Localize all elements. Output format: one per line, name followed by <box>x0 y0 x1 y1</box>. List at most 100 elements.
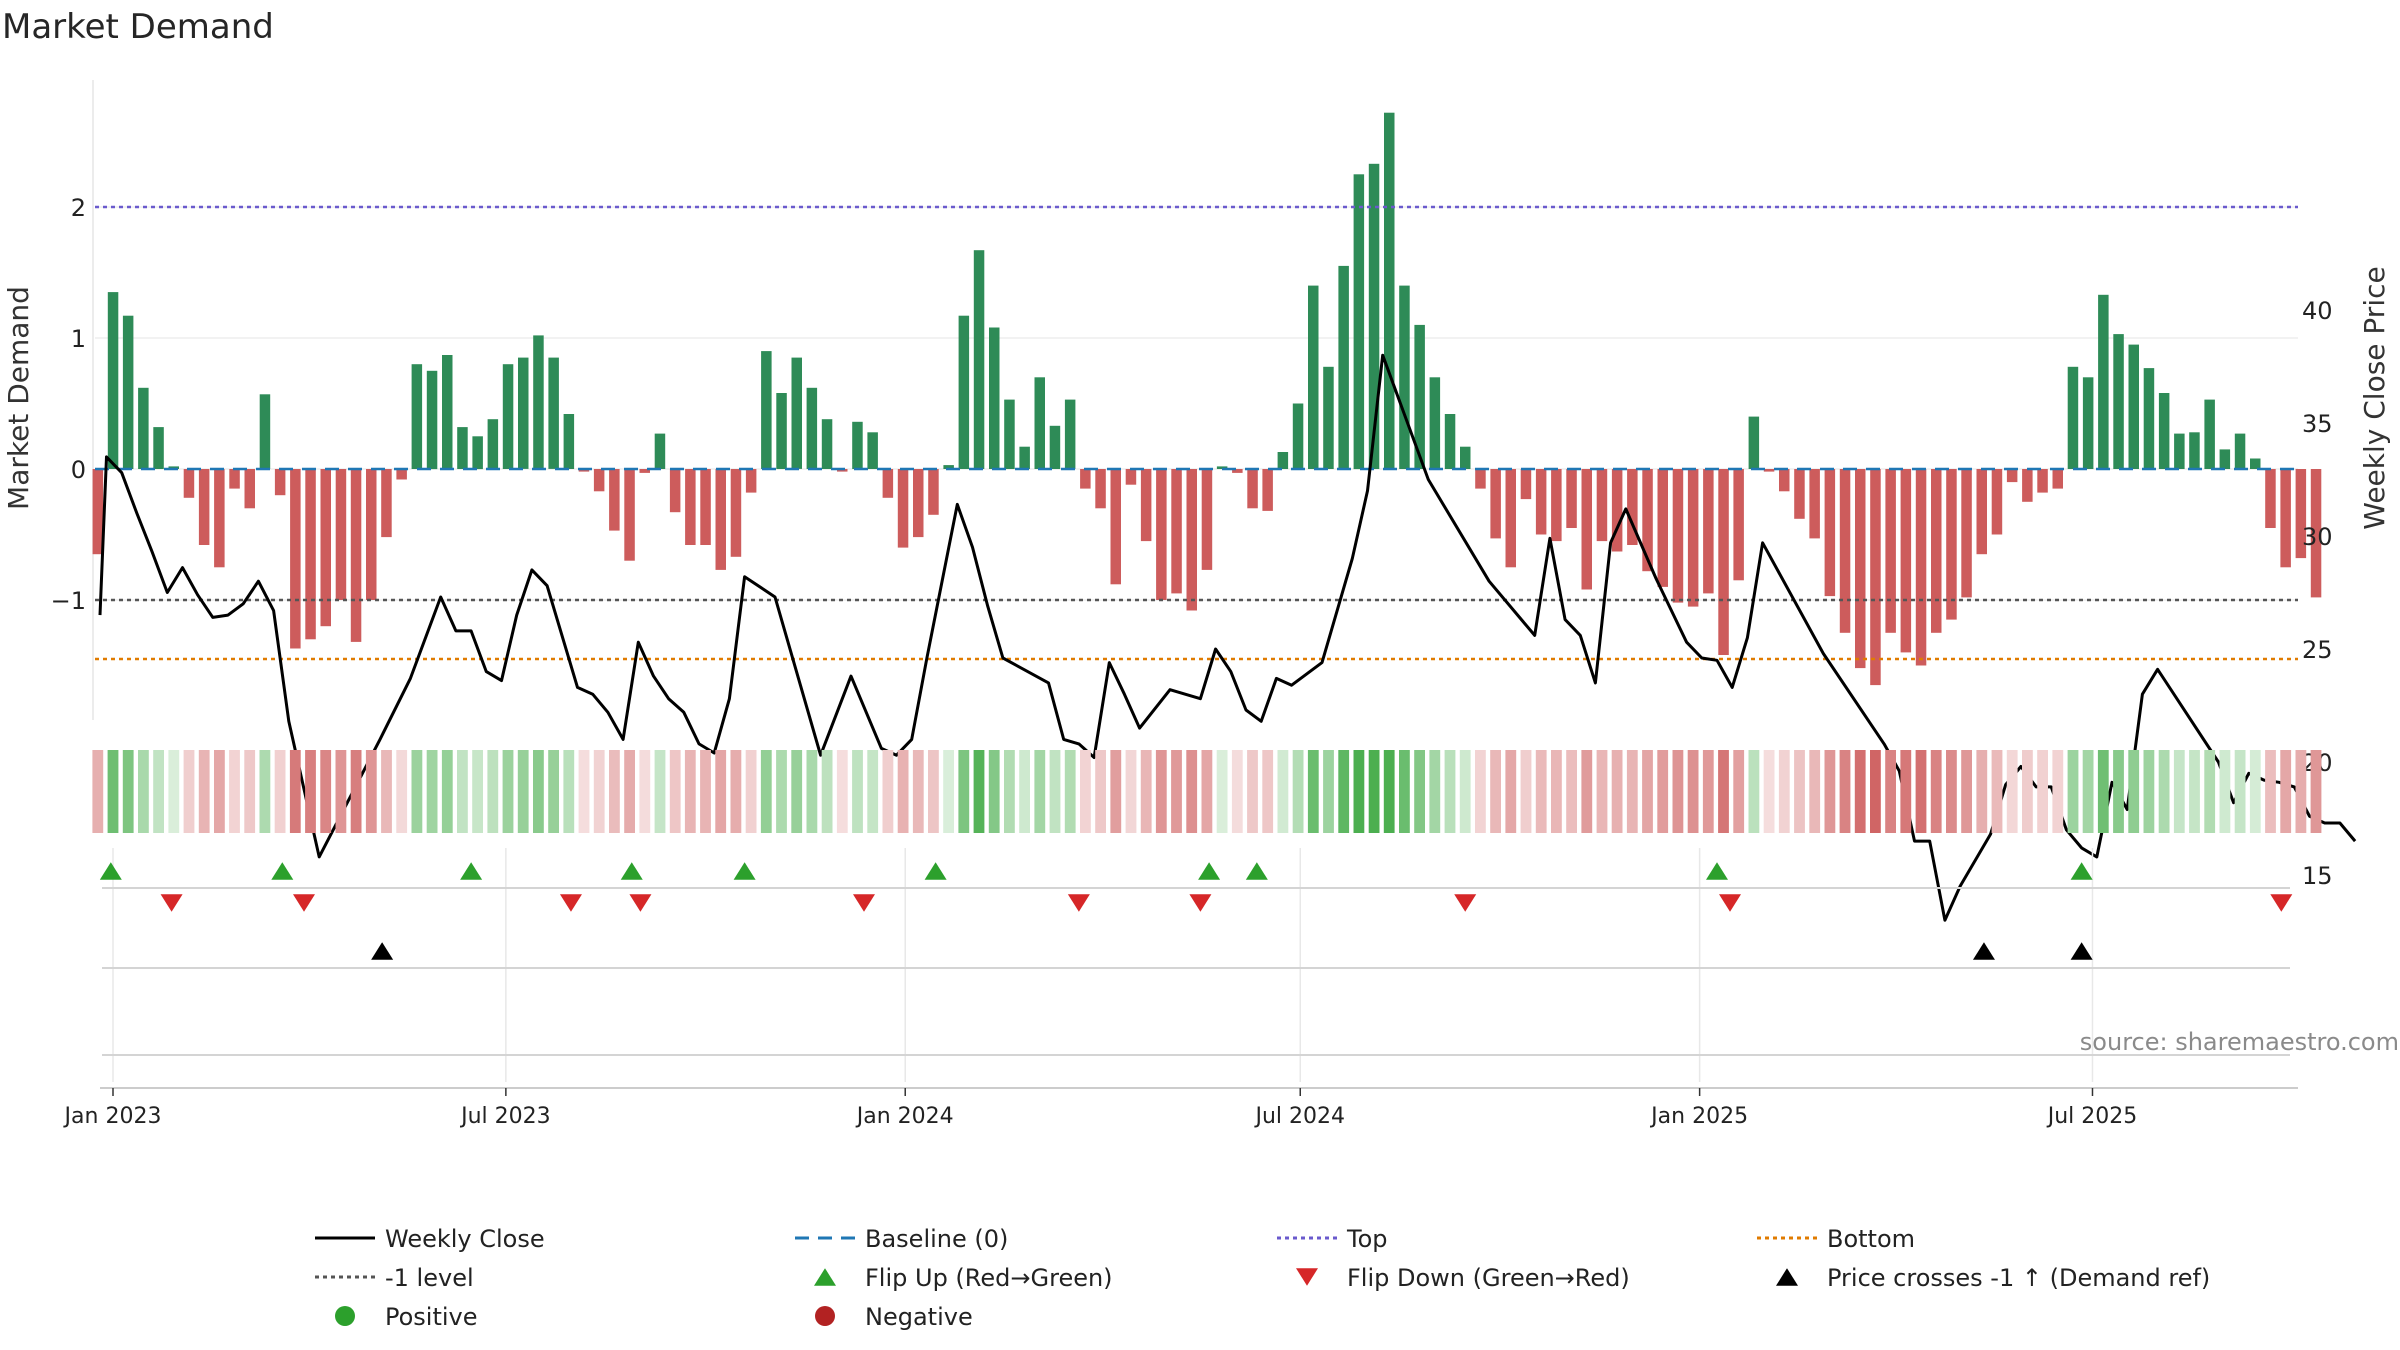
heat-cell <box>1596 750 1608 833</box>
price-cross-marker <box>1972 942 1995 960</box>
heat-cell <box>2128 750 2140 833</box>
heat-cell <box>1323 750 1334 833</box>
flip-down-marker <box>852 894 875 912</box>
bar-positive <box>1308 285 1319 469</box>
heat-cell <box>1292 750 1304 833</box>
bar-positive <box>533 335 544 469</box>
bar-negative <box>1779 469 1790 492</box>
legend-label: Positive <box>385 1303 478 1331</box>
heat-cell <box>2265 750 2276 833</box>
bar-negative <box>1627 469 1638 545</box>
flip-up-marker <box>620 862 643 880</box>
legend-label: Weekly Close <box>385 1225 545 1253</box>
heat-cell <box>289 750 301 833</box>
heat-cell <box>198 750 210 833</box>
y-tick-left: 2 <box>71 194 86 222</box>
heat-cell <box>943 750 954 833</box>
bar-negative <box>1824 469 1836 597</box>
heat-cell <box>654 750 666 833</box>
y-axis-label-right: Weekly Close Price <box>2358 266 2391 529</box>
bar-negative <box>1490 469 1501 539</box>
heat-cell <box>791 750 803 833</box>
flip-up-marker <box>99 862 122 880</box>
heat-cell <box>1611 750 1623 833</box>
bar-positive <box>2143 368 2155 469</box>
bar-negative <box>2265 469 2276 528</box>
bar-positive <box>2098 294 2109 469</box>
bar-negative <box>198 469 210 545</box>
heat-cell <box>1885 750 1896 833</box>
flip-down-marker <box>1454 894 1477 912</box>
heat-cell <box>1475 750 1486 833</box>
heat-cell <box>1733 750 1745 833</box>
legend-item: Flip Down (Green→Red) <box>1296 1264 1630 1292</box>
heat-cell <box>1915 750 1927 833</box>
heat-cell <box>2082 750 2094 833</box>
legend-swatch-triangle-up <box>814 1268 836 1286</box>
heat-cell <box>1019 750 1030 833</box>
heat-cell <box>320 750 332 833</box>
legend-item: Price crosses -1 ↑ (Demand ref) <box>1776 1264 2210 1292</box>
heat-cell <box>1140 750 1152 833</box>
bar-positive <box>2234 433 2246 469</box>
demand-bars <box>92 112 2322 686</box>
heat-cell <box>2022 750 2033 833</box>
heat-cell <box>1763 750 1775 833</box>
bar-negative <box>1095 469 1106 509</box>
bar-negative <box>1596 469 1608 542</box>
bar-negative <box>214 469 225 568</box>
bar-positive <box>1034 377 1045 469</box>
heat-cell <box>897 750 909 833</box>
heat-cell <box>1626 750 1638 833</box>
heat-cell <box>912 750 924 833</box>
heat-cell <box>1702 750 1714 833</box>
heat-cell <box>1459 750 1471 833</box>
bar-negative <box>593 469 605 492</box>
bar-negative <box>1976 469 1987 555</box>
bar-negative <box>1125 469 1137 485</box>
y-tick-right: 25 <box>2302 636 2333 664</box>
flip-down-marker <box>1067 894 1090 912</box>
bar-negative <box>1080 469 1091 489</box>
heat-cell <box>1049 750 1061 833</box>
bar-negative <box>1140 469 1152 542</box>
heat-cell <box>1718 750 1729 833</box>
heat-cell <box>259 750 271 833</box>
bar-negative <box>92 469 104 555</box>
bar-positive <box>2189 432 2200 469</box>
heat-cell <box>639 750 651 833</box>
heat-cell <box>1809 750 1821 833</box>
bar-negative <box>1839 469 1851 633</box>
date-tick-label: Jan 2023 <box>63 1104 162 1129</box>
heat-cell <box>457 750 468 833</box>
bar-positive <box>1064 399 1076 469</box>
bar-positive <box>548 357 559 469</box>
heat-cell <box>1551 750 1562 833</box>
flip-down-marker <box>293 894 316 912</box>
heat-cell <box>1110 750 1122 833</box>
legend-item: Baseline (0) <box>795 1225 1008 1253</box>
bar-positive <box>1748 416 1760 469</box>
heat-cell <box>411 750 423 833</box>
heat-cell <box>2173 750 2185 833</box>
bar-negative <box>381 469 392 538</box>
heat-cell <box>715 750 727 833</box>
heat-cell <box>1566 750 1577 833</box>
bar-positive <box>442 355 453 469</box>
heat-cell <box>1414 750 1425 833</box>
bar-negative <box>1931 469 1942 633</box>
heat-cell <box>2204 750 2216 833</box>
heat-cell <box>396 750 408 833</box>
heat-cell <box>1004 750 1015 833</box>
bar-negative <box>1611 469 1623 552</box>
bar-negative <box>1855 469 1866 669</box>
bar-positive <box>852 421 863 469</box>
bar-negative <box>1642 469 1653 572</box>
bar-negative <box>913 469 924 538</box>
date-tick-label: Jul 2024 <box>1253 1104 1345 1129</box>
heat-cell <box>1778 750 1790 833</box>
heat-cell <box>1748 750 1760 833</box>
bar-negative <box>229 469 240 489</box>
heat-cell <box>533 750 544 833</box>
reference-lines <box>95 205 2298 661</box>
